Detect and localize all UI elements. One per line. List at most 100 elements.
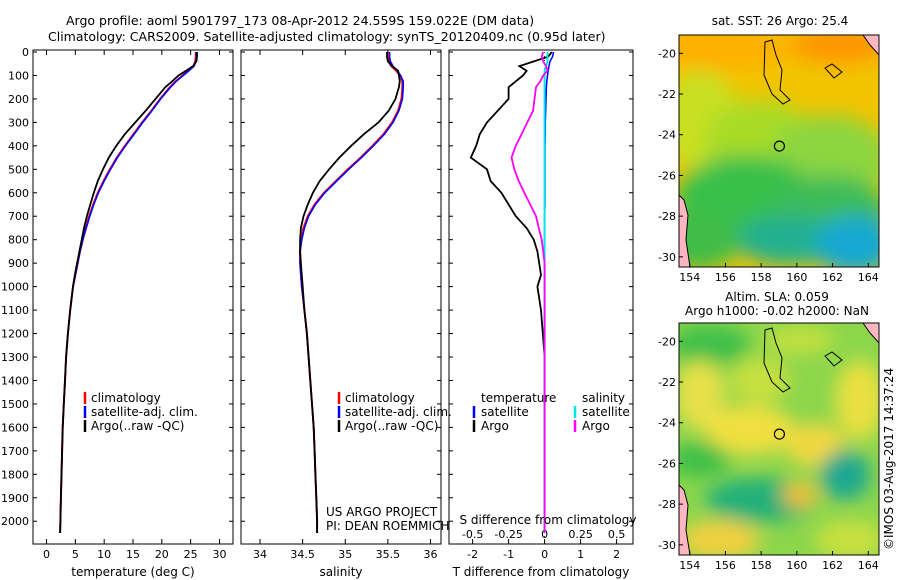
imos-stamp: ©IMOS 03-Aug-2017 14:37:24 (882, 368, 896, 550)
depth-tick-label: 1000 (1, 281, 29, 294)
map-y-tick-label: -24 (658, 417, 676, 430)
x-tick-label: 34 (253, 548, 267, 561)
depth-tick-label: 800 (8, 234, 29, 247)
difference-panel-frame (448, 49, 634, 545)
series-line-salinity-argo (510, 51, 549, 533)
map-y-tick-label: -24 (658, 129, 676, 142)
x-tick-label: 2 (613, 548, 620, 561)
map-y-tick-label: -26 (658, 457, 676, 470)
x-tick-label-top: 0.25 (568, 528, 593, 541)
depth-tick-label: 1400 (1, 374, 29, 387)
legend-label-argo: Argo(..raw -QC) (345, 419, 438, 433)
profile-location-marker (773, 140, 785, 152)
legend-label-satellite: satellite-adj. clim. (345, 405, 452, 419)
legend-label-temp-argo: Argo (481, 419, 509, 433)
legend-label-temp-satellite: satellite (481, 405, 529, 419)
x-tick-label: 15 (126, 548, 140, 561)
depth-tick-label: 1600 (1, 421, 29, 434)
x-tick-label: 0 (541, 548, 548, 561)
sst-map-frame (678, 34, 880, 268)
map-x-tick-label: 162 (822, 271, 843, 284)
depth-tick-label: 100 (8, 69, 29, 82)
depth-tick-label: 1800 (1, 468, 29, 481)
map-y-tick-label: -28 (658, 498, 676, 511)
depth-tick-label: 500 (8, 163, 29, 176)
difference-plot: -2 -1 0 1 2 -0.5 -0.25 0 0.25 0.5 (462, 51, 626, 561)
depth-tick-label: 900 (8, 257, 29, 270)
figure-title-line2: Climatology: CARS2009. Satellite-adjuste… (48, 29, 605, 44)
depth-tick-label: 1100 (1, 304, 29, 317)
x-tick-label-top: -0.5 (462, 528, 483, 541)
map-x-tick-label: 164 (858, 271, 879, 284)
salinity-difference-xlabel: S difference from climatology (460, 513, 637, 527)
sst-island-outline (763, 39, 791, 105)
depth-tick-label: 1200 (1, 328, 29, 341)
map-y-tick-label: -20 (658, 47, 676, 60)
sst-coastline (679, 194, 691, 267)
depth-tick-label: 2000 (1, 515, 29, 528)
x-tick-label: 35 (338, 548, 352, 561)
x-tick-label: -2 (467, 548, 478, 561)
salinity-legend: climatology satellite-adj. clim. Argo(..… (337, 391, 452, 433)
map-y-tick-label: -20 (658, 335, 676, 348)
x-tick-label-top: 0 (541, 528, 548, 541)
map-y-tick-label: -28 (658, 210, 676, 223)
x-tick-label: 35.5 (376, 548, 401, 561)
map-y-tick-label: -30 (658, 251, 676, 264)
sla-map-frame (678, 322, 880, 556)
map-x-tick-label: 154 (679, 559, 700, 572)
legend-label-sal-satellite: satellite (582, 405, 630, 419)
x-tick-label: 1 (577, 548, 584, 561)
x-tick-label: 20 (155, 548, 169, 561)
map-y-tick-label: -22 (658, 88, 676, 101)
sla-coast-ne (862, 323, 879, 344)
sla-map-title-line1: Altim. SLA: 0.059 (725, 290, 829, 304)
depth-tick-label: 600 (8, 187, 29, 200)
x-tick-label: 0 (43, 548, 50, 561)
map-x-tick-label: 164 (858, 559, 879, 572)
legend-label-sal-argo: Argo (582, 419, 610, 433)
temperature-plot: 0 5 10 15 20 25 30 (43, 50, 226, 561)
sla-map-title-line2: Argo h1000: -0.02 h2000: NaN (685, 304, 869, 318)
project-pi: PI: DEAN ROEMMICH (326, 519, 449, 533)
sla-coastline (679, 484, 691, 555)
map-y-tick-label: -22 (658, 376, 676, 389)
depth-tick-label: 1700 (1, 445, 29, 458)
map-y-tick-label: -26 (658, 169, 676, 182)
x-tick-label: 5 (72, 548, 79, 561)
map-y-tick-label: -30 (658, 539, 676, 552)
x-tick-label: -1 (503, 548, 514, 561)
series-line-satellite-adj-clim- (59, 52, 198, 534)
legend-label-climatology: climatology (91, 391, 161, 405)
salinity-xlabel: salinity (319, 565, 362, 579)
series-line-temperature-argo (469, 51, 553, 533)
map-x-tick-label: 154 (679, 271, 700, 284)
series-line-temperature-satellite (543, 51, 555, 533)
x-tick-label-top: -0.25 (494, 528, 522, 541)
x-tick-label-top: 0.5 (608, 528, 626, 541)
map-x-tick-label: 160 (786, 271, 807, 284)
legend-label-argo: Argo(..raw -QC) (91, 419, 184, 433)
legend-header-temperature: temperature (481, 391, 556, 405)
series-line-climatology (59, 52, 197, 534)
depth-tick-label: 1900 (1, 492, 29, 505)
depth-tick-label: 1500 (1, 398, 29, 411)
salinity-plot: 34 34.5 35 35.5 36 (253, 50, 437, 561)
sst-reef-outline (824, 63, 843, 79)
profile-location-marker (773, 428, 785, 440)
x-tick-label: 36 (423, 548, 437, 561)
legend-label-climatology: climatology (345, 391, 415, 405)
depth-tick-label: 400 (8, 140, 29, 153)
difference-legend: temperature salinity satellite Argo sate… (472, 391, 630, 433)
x-tick-label: 25 (184, 548, 198, 561)
x-tick-label: 34.5 (290, 548, 315, 561)
difference-xlabel: T difference from climatology (452, 565, 630, 579)
sla-island-outline (763, 327, 791, 393)
legend-label-satellite: satellite-adj. clim. (91, 405, 198, 419)
sst-coast-ne (862, 35, 879, 56)
temperature-legend: climatology satellite-adj. clim. Argo(..… (83, 391, 198, 433)
depth-axis: 0 100 200 300 400 500 600 700 800 900 1000 1100 1200… (1, 46, 633, 528)
sla-map-axes: 154 156 158 160 162 164 -20 -22 -24 -26 -28 -30 (658, 335, 879, 572)
depth-tick-label: 300 (8, 116, 29, 129)
